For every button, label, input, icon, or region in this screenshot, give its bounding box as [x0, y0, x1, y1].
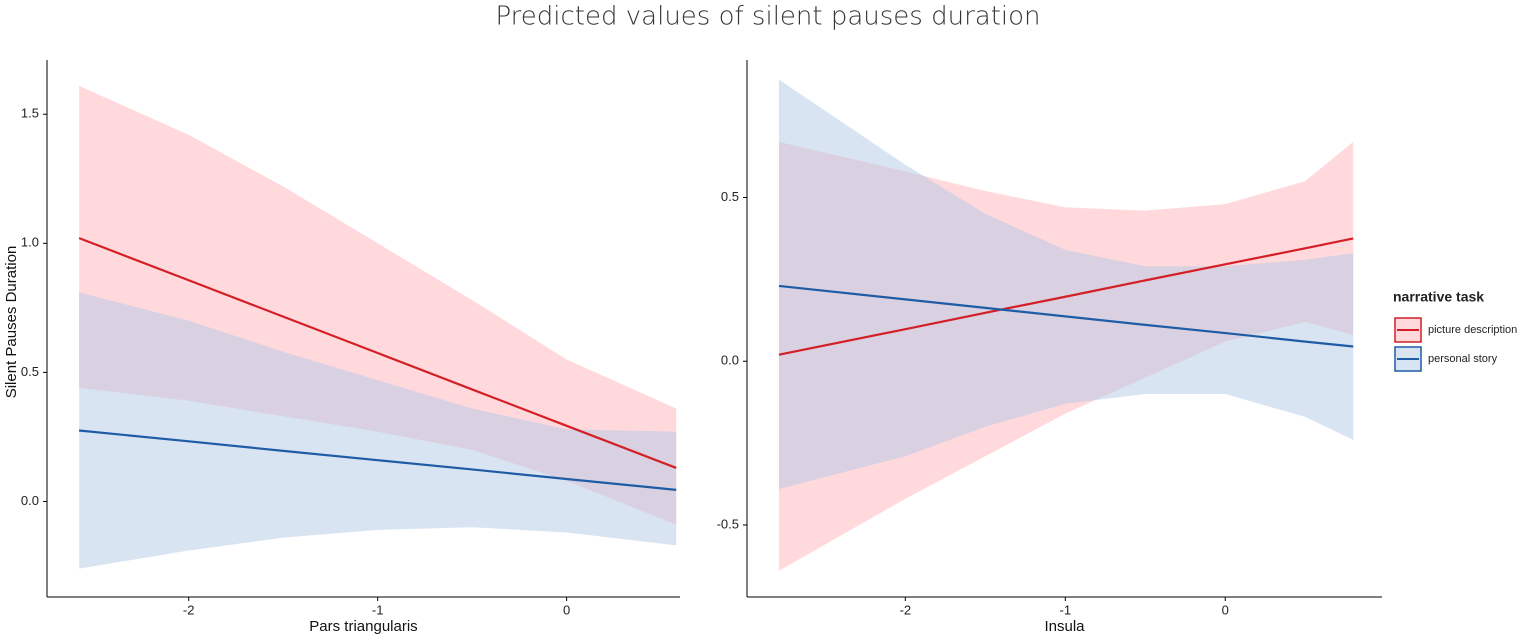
y-axis-title: Silent Pauses Duration — [3, 246, 20, 399]
y-tick-label: 1.5 — [21, 106, 39, 121]
x-tick-label: -1 — [372, 602, 384, 617]
x-axis-title: Pars triangularis — [309, 618, 417, 635]
x-tick-label: -2 — [900, 602, 912, 617]
prediction-line — [778, 284, 1354, 348]
figure-title: Predicted values of silent pauses durati… — [495, 2, 1040, 32]
legend-label: picture description — [1428, 324, 1517, 336]
x-tick-label: 0 — [1222, 602, 1229, 617]
confidence-band — [79, 292, 677, 569]
x-tick-label: -2 — [183, 602, 195, 617]
y-tick-label: 1.0 — [21, 235, 39, 250]
y-tick-label: 0.5 — [21, 364, 39, 379]
legend-title: narrative task — [1393, 289, 1484, 305]
y-tick-label: 0.0 — [721, 353, 739, 368]
x-tick-label: -1 — [1060, 602, 1072, 617]
y-tick-label: 0.0 — [21, 493, 39, 508]
x-tick-label: 0 — [563, 602, 570, 617]
y-tick-label: -0.5 — [717, 516, 739, 531]
confidence-band — [79, 85, 677, 525]
prediction-line — [778, 237, 1354, 356]
confidence-band — [778, 79, 1354, 489]
prediction-line — [79, 429, 677, 491]
legend-label: personal story — [1428, 353, 1498, 365]
prediction-line — [78, 237, 677, 469]
x-axis-title: Insula — [1044, 618, 1085, 635]
y-tick-label: 0.5 — [721, 189, 739, 204]
